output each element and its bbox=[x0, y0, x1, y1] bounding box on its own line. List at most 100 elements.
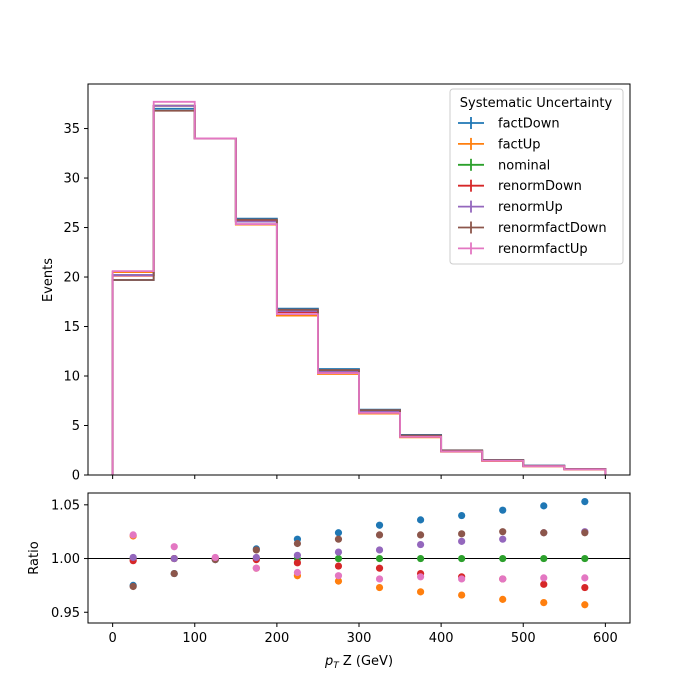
legend-label: nominal bbox=[498, 158, 550, 173]
ratio-y-tick-label: 1.00 bbox=[51, 552, 80, 567]
ratio-point bbox=[499, 595, 507, 603]
ratio-point bbox=[499, 575, 507, 583]
ratio-point bbox=[458, 511, 466, 520]
ratio-point bbox=[581, 554, 589, 563]
histogram-y-tick-label: 5 bbox=[72, 419, 80, 434]
histogram-plot-area bbox=[111, 100, 607, 475]
ratio-point bbox=[375, 546, 384, 554]
legend-label: renormDown bbox=[498, 179, 582, 194]
ratio-y-tick-label: 0.95 bbox=[51, 606, 80, 621]
ratio-point bbox=[170, 554, 178, 563]
legend-item-factup: factUp bbox=[458, 137, 541, 152]
histogram-y-tick-label: 35 bbox=[63, 122, 80, 137]
ratio-point bbox=[540, 574, 548, 582]
ratio-point bbox=[375, 575, 384, 583]
x-tick-label: 200 bbox=[264, 631, 289, 646]
ratio-point bbox=[499, 528, 507, 536]
ratio-point bbox=[375, 531, 384, 539]
legend-label: factDown bbox=[498, 117, 560, 132]
legend-item-renormfactdown: renormfactDown bbox=[458, 221, 607, 236]
ratio-point bbox=[375, 564, 384, 572]
histogram-y-tick-label: 30 bbox=[63, 172, 80, 187]
ratio-point bbox=[458, 537, 466, 545]
legend-item-renormfactup: renormfactUp bbox=[458, 242, 588, 257]
ratio-point bbox=[375, 554, 384, 563]
ratio-point bbox=[252, 546, 260, 554]
ratio-point bbox=[334, 572, 343, 580]
legend-item-renormup: renormUp bbox=[458, 200, 563, 215]
histogram-y-axis-label: Events bbox=[41, 258, 56, 302]
ratio-point bbox=[458, 575, 466, 583]
ratio-point bbox=[416, 531, 425, 539]
histogram-y-tick-label: 15 bbox=[63, 320, 80, 335]
legend-label: renormfactUp bbox=[498, 242, 588, 257]
ratio-series-renormfactup bbox=[129, 531, 589, 583]
histogram-y-tick-label: 10 bbox=[63, 370, 80, 385]
ratio-axes: 0 100 200 300 400 500 600 0.95 1.00 1.05 bbox=[51, 498, 618, 646]
ratio-point bbox=[334, 529, 343, 537]
ratio-point bbox=[334, 562, 343, 570]
ratio-point bbox=[581, 498, 589, 506]
histogram-panel: 0 5 10 15 20 25 30 35 Events Systematic Uncerta… bbox=[41, 83, 631, 484]
legend: Systematic Uncertainty factDown factUp nom… bbox=[449, 88, 624, 265]
x-tick-label: 100 bbox=[182, 631, 207, 646]
ratio-point bbox=[170, 569, 178, 578]
legend-title: Systematic Uncertainty bbox=[460, 96, 613, 111]
ratio-point bbox=[499, 506, 507, 514]
ratio-point bbox=[581, 529, 589, 537]
ratio-point bbox=[129, 582, 137, 591]
legend-item-renormdown: renormDown bbox=[458, 179, 582, 194]
histogram-y-tick-label: 20 bbox=[63, 271, 80, 286]
ratio-panel: 0 100 200 300 400 500 600 0.95 1.00 1.05 Ratio pT… bbox=[27, 492, 631, 671]
ratio-point bbox=[416, 573, 425, 581]
histogram-line-renormfactup bbox=[111, 100, 607, 475]
x-tick-label: 500 bbox=[511, 631, 536, 646]
ratio-point bbox=[458, 530, 466, 538]
histogram-y-tick-label: 25 bbox=[63, 221, 80, 236]
histogram-axes: 0 5 10 15 20 25 30 35 bbox=[63, 122, 606, 484]
legend-item-factdown: factDown bbox=[458, 117, 560, 132]
legend-items: factDown factUp nominal renormDown renormUp r… bbox=[458, 117, 607, 257]
ratio-point bbox=[458, 591, 466, 599]
ratio-point bbox=[499, 554, 507, 563]
ratio-point bbox=[334, 548, 343, 556]
ratio-point bbox=[334, 554, 343, 563]
ratio-point bbox=[293, 568, 302, 577]
x-tick-label: 300 bbox=[347, 631, 372, 646]
ratio-point bbox=[581, 583, 589, 592]
ratio-point bbox=[416, 540, 425, 549]
ratio-point bbox=[375, 583, 384, 592]
ratio-point bbox=[252, 553, 260, 562]
legend-label: factUp bbox=[498, 137, 541, 152]
ratio-point bbox=[416, 554, 425, 563]
ratio-point bbox=[416, 588, 425, 596]
ratio-y-axis-label: Ratio bbox=[27, 541, 42, 574]
ratio-point bbox=[334, 535, 343, 543]
legend-label: renormfactDown bbox=[498, 221, 607, 236]
ratio-point bbox=[129, 531, 137, 539]
ratio-point bbox=[375, 521, 384, 529]
ratio-point bbox=[458, 554, 466, 563]
x-axis-label-text: Z (GeV) bbox=[339, 654, 393, 669]
ratio-y-tick-label: 1.05 bbox=[51, 498, 80, 513]
legend-box bbox=[449, 88, 624, 265]
ratio-point bbox=[581, 574, 589, 582]
ratio-point bbox=[170, 543, 178, 551]
legend-item-nominal: nominal bbox=[458, 158, 550, 173]
ratio-point bbox=[334, 577, 343, 585]
ratio-point bbox=[540, 554, 548, 563]
ratio-point bbox=[129, 553, 137, 562]
ratio-point bbox=[252, 564, 260, 572]
ratio-point bbox=[499, 535, 507, 543]
ratio-point bbox=[293, 539, 302, 548]
ratio-point bbox=[293, 559, 302, 567]
x-tick-label: 400 bbox=[429, 631, 454, 646]
ratio-point bbox=[293, 551, 302, 559]
x-tick-label: 600 bbox=[593, 631, 618, 646]
x-tick-label: 0 bbox=[108, 631, 116, 646]
ratio-point bbox=[416, 516, 425, 524]
ratio-point bbox=[211, 553, 219, 562]
x-axis-label-symbol: p bbox=[324, 654, 333, 669]
histogram-y-tick-label: 0 bbox=[72, 469, 80, 484]
